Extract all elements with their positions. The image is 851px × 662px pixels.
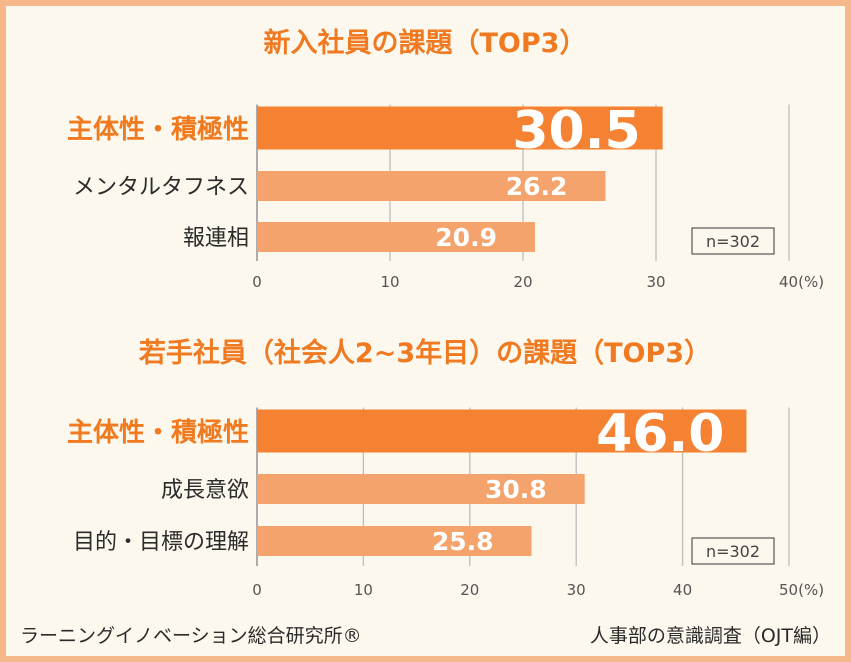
sample-size-box bbox=[691, 537, 775, 565]
bar bbox=[257, 409, 747, 453]
x-tick-label: 0 bbox=[252, 273, 262, 291]
bar bbox=[257, 222, 535, 252]
sample-size-label: n=302 bbox=[706, 232, 760, 251]
footer-credit: ラーニングイノベーション総合研究所® bbox=[20, 625, 362, 647]
data-label: 25.8 bbox=[432, 527, 494, 556]
x-tick-label: 40 bbox=[673, 581, 692, 599]
x-tick-label: 10 bbox=[380, 273, 399, 291]
category-label: 主体性・積極性 bbox=[67, 418, 249, 448]
footer-survey-name: 人事部の意識調査（OJT編） bbox=[589, 625, 831, 647]
data-label: 20.9 bbox=[435, 223, 497, 252]
bar bbox=[257, 106, 663, 150]
bar bbox=[257, 171, 606, 201]
sample-size-box bbox=[691, 227, 775, 255]
x-tick-label: 10 bbox=[354, 581, 373, 599]
x-tick-label: 50(%) bbox=[779, 581, 824, 599]
sample-size-label: n=302 bbox=[706, 542, 760, 561]
data-label: 30.8 bbox=[485, 475, 547, 504]
data-label: 26.2 bbox=[506, 172, 568, 201]
x-tick-label: 0 bbox=[252, 581, 262, 599]
category-label: 主体性・積極性 bbox=[67, 115, 249, 145]
x-tick-label: 20 bbox=[460, 581, 479, 599]
category-label: メンタルタフネス bbox=[73, 175, 249, 200]
bar bbox=[257, 526, 532, 556]
chart-title: 若手社員（社会人2~3年目）の課題（TOP3） bbox=[139, 337, 711, 369]
category-label: 目的・目標の理解 bbox=[73, 530, 249, 555]
x-tick-label: 40(%) bbox=[779, 273, 824, 291]
chart-panel: 新入社員の課題（TOP3） 0 10 20 30 40(%) 主体性・積極性 30.5 メンタル… bbox=[6, 6, 845, 656]
data-label: 30.5 bbox=[512, 101, 640, 161]
bar bbox=[257, 474, 585, 504]
chart-title: 新入社員の課題（TOP3） bbox=[264, 27, 587, 59]
category-label: 報連相 bbox=[183, 226, 249, 251]
x-tick-label: 30 bbox=[567, 581, 586, 599]
category-label: 成長意欲 bbox=[161, 478, 249, 503]
data-label: 46.0 bbox=[596, 404, 724, 464]
x-tick-label: 20 bbox=[513, 273, 532, 291]
x-tick-label: 30 bbox=[646, 273, 665, 291]
chart-canvas: 新入社員の課題（TOP3） 0 10 20 30 40(%) 主体性・積極性 30.5 メンタル… bbox=[67, 27, 824, 599]
